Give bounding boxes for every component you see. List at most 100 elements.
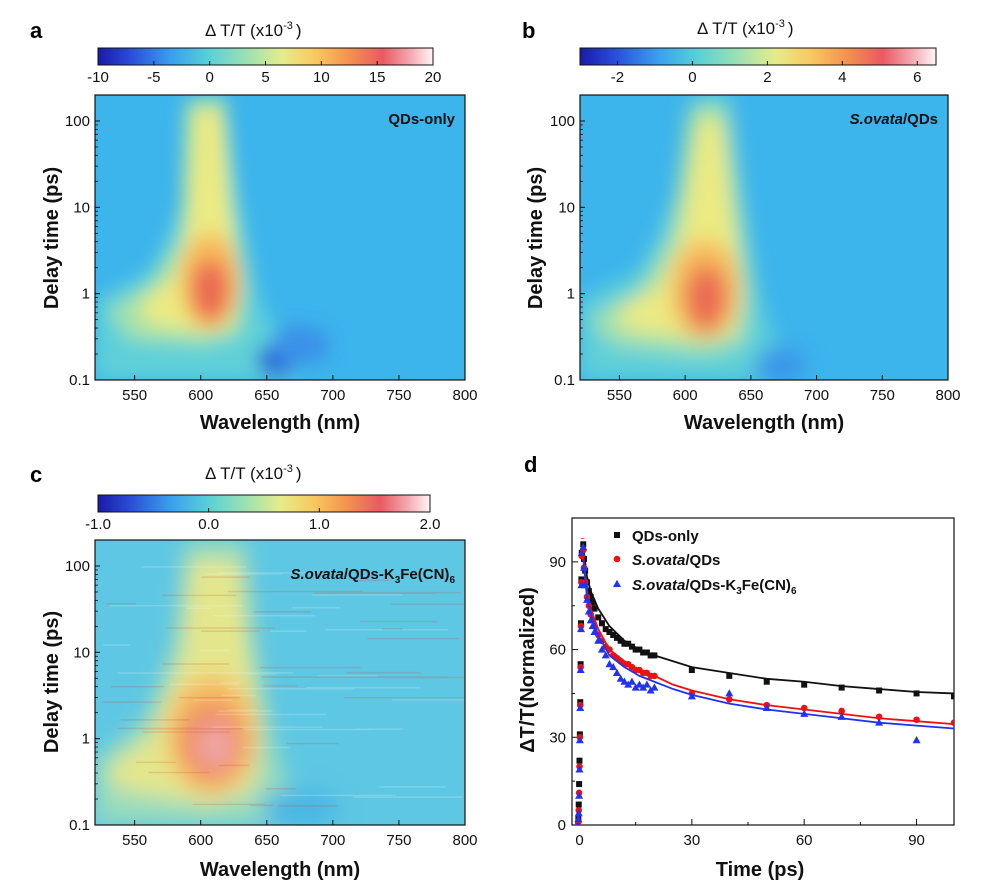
data-point [610, 631, 617, 638]
sample-label-a: QDs-only [388, 111, 455, 128]
data-point [913, 690, 920, 697]
heatmap-b [580, 95, 948, 380]
data-point [585, 588, 592, 595]
heatmap-b-dip [754, 347, 806, 380]
noise-streak [346, 671, 421, 674]
data-point [631, 683, 640, 691]
colorbar-tick-label: -1.0 [85, 516, 111, 533]
data-point [687, 692, 696, 700]
panel-label-d: d [524, 452, 537, 477]
data-point [579, 530, 585, 536]
heatmap-c-dip [260, 790, 340, 825]
data-point [587, 593, 594, 600]
noise-streak [253, 611, 312, 613]
data-point [643, 649, 650, 656]
panel-label-a: a [30, 18, 43, 43]
y-tick-label: 10 [73, 199, 90, 216]
x-tick-label: 550 [607, 387, 632, 404]
noise-streak [249, 804, 274, 807]
data-point [613, 634, 620, 641]
noise-streak [194, 699, 233, 701]
colorbar-ticks-c: -1.0 0.0 1.0 2.0 [85, 508, 440, 533]
y-tick-label: 100 [65, 113, 90, 130]
data-point [577, 548, 586, 557]
data-point [628, 643, 635, 650]
noise-streak [186, 607, 210, 610]
noise-streak [286, 742, 339, 745]
noise-streak [263, 685, 298, 687]
x-axis-label-c: Wavelength (nm) [200, 859, 360, 881]
noise-streak [166, 627, 276, 629]
noise-streak [385, 676, 465, 679]
y-tick-label: 0.1 [69, 372, 90, 389]
fit-line-0 [582, 547, 954, 695]
heatmap-a [95, 95, 465, 380]
y-tick-label: 0 [558, 817, 566, 834]
data-point [609, 662, 618, 671]
x-tick-label: 750 [870, 387, 895, 404]
noise-streak [277, 805, 338, 807]
y-axis-label-c: Delay time (ps) [41, 611, 63, 753]
data-point [838, 684, 845, 691]
data-point [575, 791, 584, 799]
colorbar-tick-label: 6 [913, 69, 921, 86]
noise-streak [332, 591, 461, 594]
noise-streak [312, 594, 403, 596]
colorbar-title-b: Δ T/T (x10-3) [697, 18, 794, 38]
heatmap-b-peak-inner [686, 266, 726, 330]
data-point [913, 716, 920, 724]
data-point [800, 704, 808, 712]
y-tick-label: 0.1 [554, 372, 575, 389]
data-point [589, 599, 596, 606]
data-point [579, 543, 588, 551]
noise-streak [270, 630, 307, 632]
data-point [801, 681, 808, 688]
sample-label-c: S.ovata/QDs-K3Fe(CN)6 [291, 566, 456, 586]
noise-streak [367, 637, 460, 640]
data-point [800, 709, 809, 717]
colorbar-tick-label: -2 [611, 69, 624, 86]
colorbar-ticks-b: -2 0 2 4 6 [611, 61, 921, 86]
y-tick-label: 1 [82, 286, 90, 303]
data-point [646, 686, 655, 694]
plot-frame-c [94, 539, 466, 826]
legend-d: QDs-only S.ovata/QDs S.ovata/QDs-K3Fe(CN… [613, 528, 797, 597]
data-point [651, 652, 658, 659]
x-tick-label: 600 [188, 832, 213, 849]
data-point [601, 651, 610, 659]
data-point [594, 636, 603, 644]
noise-streak [162, 594, 237, 597]
data-point [627, 677, 636, 685]
colorbar-tick-label: 2.0 [420, 516, 441, 533]
noise-streak [201, 576, 250, 578]
data-point [624, 680, 633, 688]
plot-frame-a [94, 94, 466, 381]
noise-streak [148, 771, 210, 774]
noise-streak [200, 630, 260, 632]
x-tick-label: 700 [320, 387, 345, 404]
noise-streak [313, 592, 436, 594]
data-point [688, 667, 695, 674]
data-point [581, 581, 590, 589]
y-tick-label: 10 [558, 199, 575, 216]
data-point [725, 695, 733, 703]
colorbar-b [579, 47, 937, 66]
axes-b: 550 600 650 700 750 800 0.1 1 10 100 [550, 113, 961, 404]
panel-c: c Δ T/T (x10-3) -1.0 0.0 1.0 2.0 S.ovata/QD… [30, 462, 478, 881]
noise-streak [102, 701, 162, 703]
data-point [574, 809, 583, 817]
data-point [636, 646, 643, 653]
data-point [950, 719, 954, 726]
y-tick-label: 1 [82, 731, 90, 748]
heatmap-c-peak-inner [197, 721, 233, 769]
noise-streak [215, 713, 327, 716]
panel-d: d 0 30 60 90 0 30 60 90 Time (ps) ΔT/T(Normaliz… [517, 452, 955, 881]
noise-streak [242, 746, 291, 749]
data-point [621, 640, 628, 647]
noise-streak [324, 628, 449, 631]
data-point [591, 605, 598, 612]
data-series-d [574, 530, 954, 825]
noise-streak [221, 694, 256, 697]
x-tick-label: 550 [122, 387, 147, 404]
